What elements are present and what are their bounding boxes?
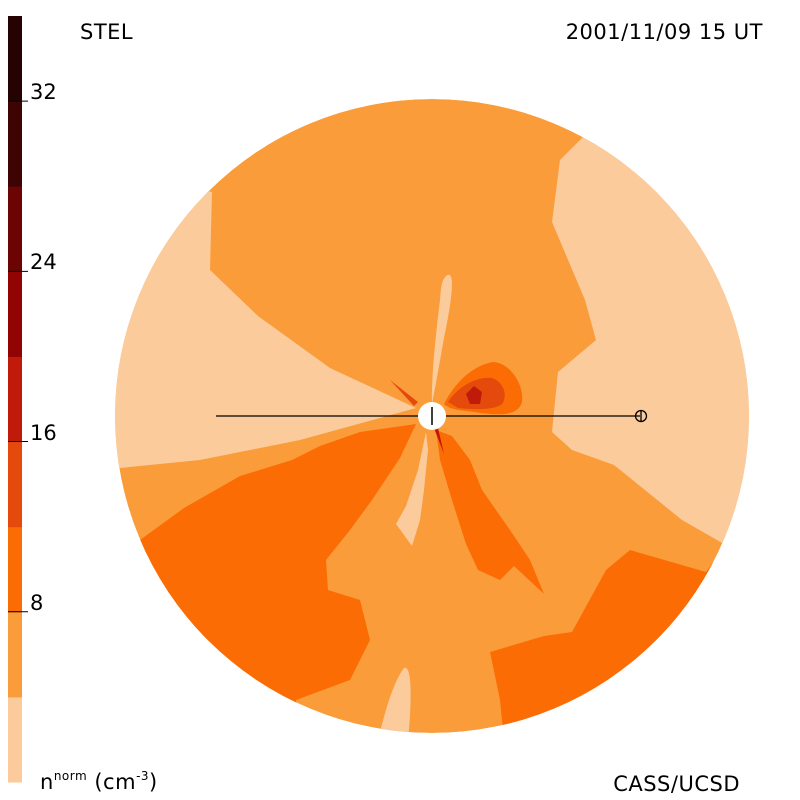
unit-exponent: -3	[136, 769, 150, 783]
red-ray-southeast	[434, 428, 444, 454]
colorbar-tick-label: 16	[30, 420, 57, 445]
unit-close: )	[149, 770, 158, 794]
colorbar-band	[8, 526, 22, 613]
earth-marker-icon	[634, 409, 648, 423]
credit-label: CASS/UCSD	[613, 772, 740, 796]
deep-red-core	[466, 386, 482, 404]
colorbar-band	[8, 356, 22, 443]
colorbar-band	[8, 441, 22, 528]
colorbar-tick-label: 32	[30, 80, 57, 105]
sun-marker-icon	[418, 402, 446, 430]
colorbar-unit-label: nnorm (cm-3)	[40, 769, 158, 794]
colorbar-ticks	[8, 100, 28, 613]
unit-text: (cm	[94, 770, 137, 794]
light-spike-bottom	[378, 667, 411, 733]
quantity-superscript: norm	[53, 769, 88, 783]
instrument-label: STEL	[80, 20, 134, 44]
colorbar-band	[8, 186, 22, 272]
colorbar-band	[8, 696, 22, 783]
colorbar-band	[8, 271, 22, 357]
light-spike-north	[431, 274, 452, 404]
colorbar-band	[8, 16, 22, 102]
colorbar-tick-label: 8	[30, 590, 44, 615]
colorbar-band	[8, 101, 22, 187]
colorbar-tick-label: 24	[30, 250, 57, 275]
light-region-west	[115, 170, 416, 470]
colorbar	[8, 16, 22, 783]
colorbar-band	[8, 611, 22, 698]
density-disc	[115, 99, 749, 733]
timestamp-label: 2001/11/09 15 UT	[565, 20, 763, 44]
quantity-symbol: n	[40, 770, 54, 794]
light-spike-south	[396, 432, 428, 546]
orange-region-south	[436, 430, 544, 594]
red-ray-northwest	[390, 380, 418, 406]
